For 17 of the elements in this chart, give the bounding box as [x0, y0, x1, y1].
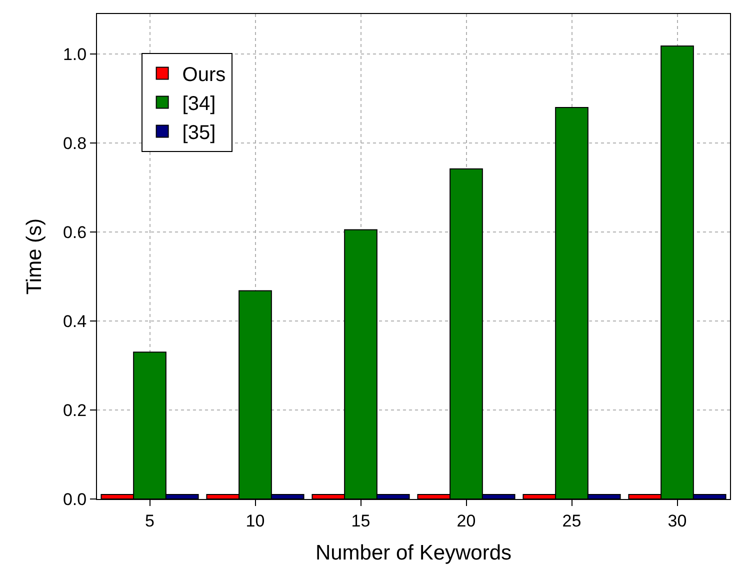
- legend-label: [34]: [182, 93, 216, 116]
- x-tick-label: 15: [351, 511, 370, 530]
- y-axis-title: Time (s): [23, 218, 46, 295]
- x-tick-label: 30: [668, 511, 687, 530]
- x-axis-title: Number of Keywords: [315, 542, 512, 565]
- x-tick-label: 5: [145, 511, 154, 530]
- legend-label: Ours: [182, 64, 226, 86]
- y-tick-label: 0.4: [62, 312, 87, 331]
- y-tick-label: 1.0: [62, 45, 87, 64]
- y-tick-label: 0.6: [62, 222, 87, 242]
- x-tick-label: 20: [456, 511, 476, 530]
- y-tick-label: 0.0: [62, 490, 87, 509]
- legend-label: [35]: [182, 122, 216, 144]
- x-tick-label: 25: [562, 511, 582, 530]
- y-tick-label: 0.8: [62, 134, 87, 153]
- x-tick-label: 10: [246, 511, 265, 530]
- y-tick-label: 0.2: [62, 400, 87, 420]
